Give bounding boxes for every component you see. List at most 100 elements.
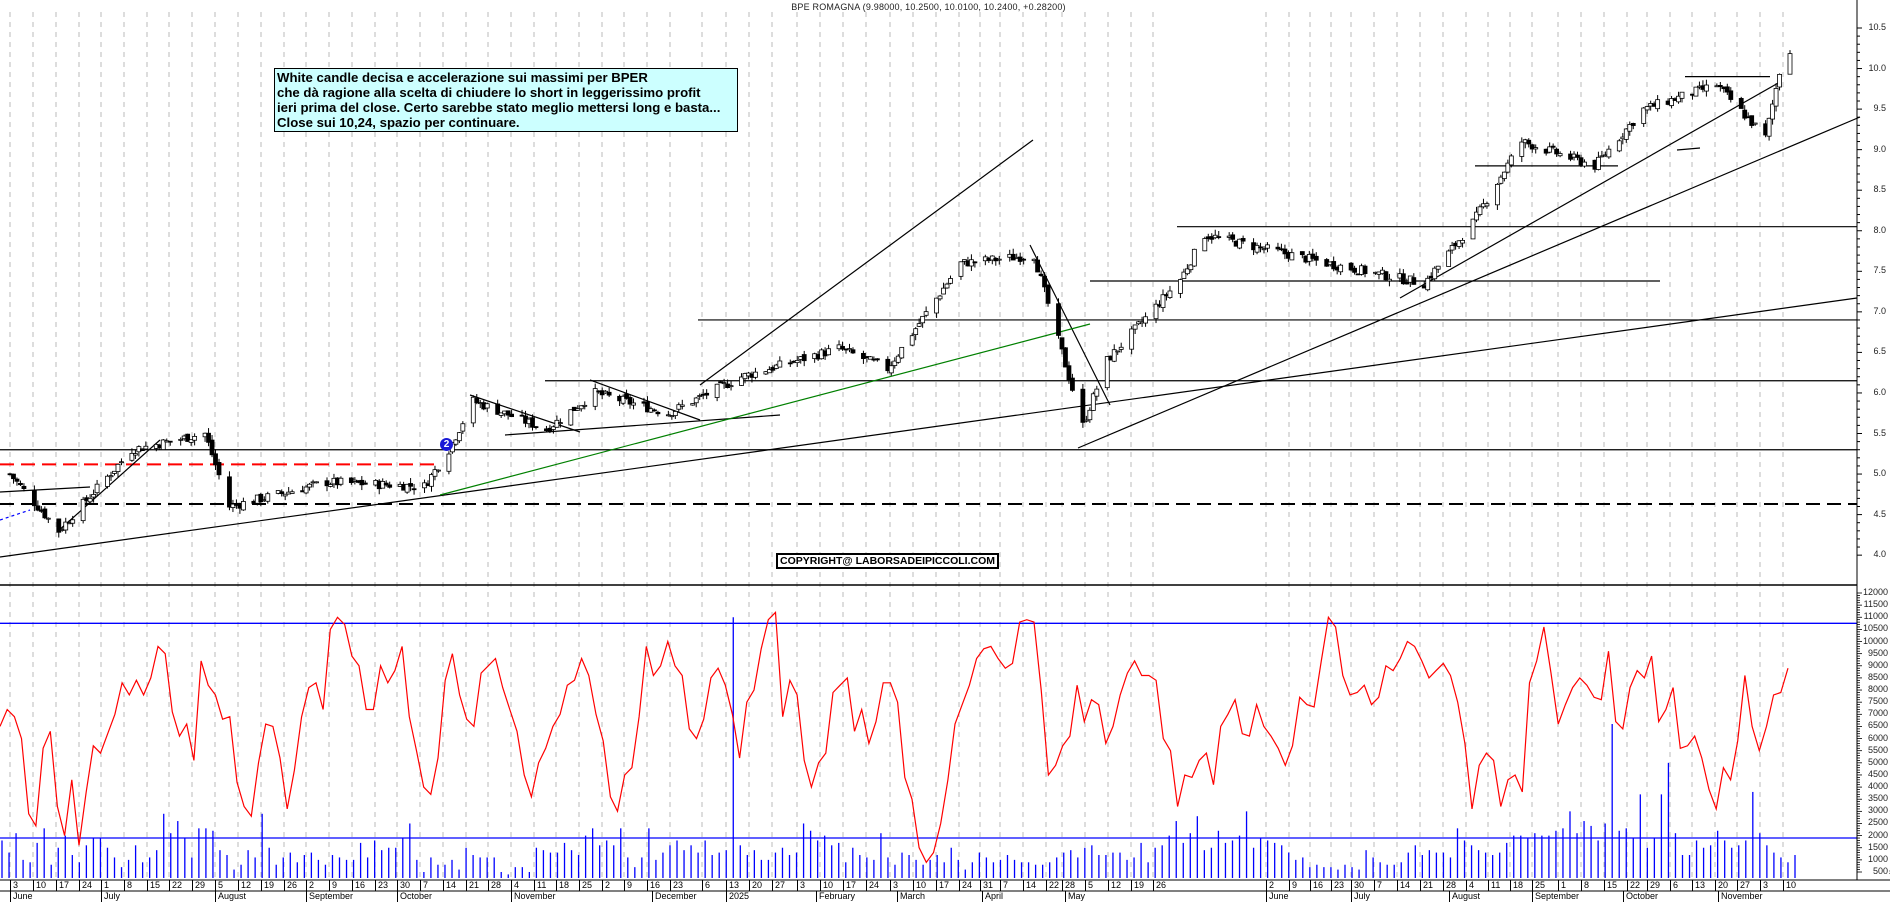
price-tick-label: 4.0 — [1873, 549, 1886, 560]
date-tick-label: 28 — [488, 880, 501, 891]
date-tick-label: 22 — [1627, 880, 1640, 891]
date-tick-label: 4 — [511, 880, 519, 891]
volume-tick-label: 7500 — [1867, 696, 1888, 707]
volume-tick-label: 8000 — [1867, 684, 1888, 695]
annotation-line: ieri prima del close. Certo sarebbe stat… — [277, 100, 721, 115]
date-tick-label: 15 — [1604, 880, 1617, 891]
date-tick-label: 28 — [1062, 880, 1075, 891]
date-tick-label: 5 — [1085, 880, 1093, 891]
volume-tick-label: 1500 — [1867, 841, 1888, 852]
month-label: October — [1623, 891, 1658, 902]
date-tick-label: 15 — [147, 880, 160, 891]
date-tick-label: 22 — [169, 880, 182, 891]
date-tick-label: 9 — [624, 880, 632, 891]
date-tick-label: 7 — [1000, 880, 1008, 891]
price-tick-label: 7.0 — [1873, 305, 1886, 316]
date-tick-label: 26 — [1153, 880, 1166, 891]
month-label: November — [1718, 891, 1763, 902]
date-tick-label: 23 — [670, 880, 683, 891]
date-tick-label: 13 — [726, 880, 739, 891]
price-tick-label: 6.5 — [1873, 346, 1886, 357]
date-tick-label: 27 — [1737, 880, 1750, 891]
date-tick-label: 21 — [466, 880, 479, 891]
date-tick-label: 11 — [534, 880, 546, 891]
horizontal-levels — [0, 76, 1857, 506]
date-tick-label: 12 — [1108, 880, 1121, 891]
date-tick-label: 2 — [602, 880, 610, 891]
price-candles — [7, 50, 1793, 538]
date-tick-label: 16 — [647, 880, 660, 891]
date-tick-label: 2 — [306, 880, 314, 891]
date-tick-label: 3 — [890, 880, 898, 891]
date-tick-label: 10 — [820, 880, 833, 891]
month-label: October — [397, 891, 432, 902]
volume-tick-label: 10500 — [1862, 623, 1888, 634]
date-tick-label: 26 — [284, 880, 297, 891]
month-label: August — [1449, 891, 1480, 902]
date-tick-label: 25 — [579, 880, 592, 891]
date-tick-label: 7 — [1374, 880, 1382, 891]
volume-tick-label: 500 — [1872, 866, 1888, 876]
volume-tick-label: 3000 — [1867, 805, 1888, 816]
volume-tick-label: 9500 — [1867, 647, 1888, 658]
date-tick-label: 21 — [1420, 880, 1433, 891]
price-tick-label: 9.0 — [1873, 143, 1886, 154]
price-tick-label: 4.5 — [1873, 508, 1886, 519]
oscillator-line — [0, 611, 1789, 864]
date-tick-label: 3 — [1760, 880, 1768, 891]
price-tick-label: 10.0 — [1868, 62, 1886, 73]
volume-tick-label: 5000 — [1867, 756, 1888, 767]
date-tick-label: 17 — [843, 880, 856, 891]
volume-tick-label: 9000 — [1867, 659, 1888, 670]
date-tick-label: 17 — [936, 880, 949, 891]
date-tick-label: 9 — [329, 880, 337, 891]
date-tick-label: 6 — [1670, 880, 1678, 891]
marker-badge: 2 — [440, 438, 453, 451]
date-tick-label: 18 — [556, 880, 569, 891]
chart-title: BPE ROMAGNA (9.98000, 10.2500, 10.0100, … — [791, 2, 1066, 12]
month-label: May — [1065, 891, 1085, 902]
date-tick-label: 30 — [1351, 880, 1364, 891]
date-tick-label: 14 — [1397, 880, 1410, 891]
vertical-gridlines — [9, 12, 1784, 878]
volume-tick-label: 6000 — [1867, 732, 1888, 743]
volume-tick-label: 2500 — [1867, 817, 1888, 828]
copyright-label: COPYRIGHT@ LABORSADEIPICCOLI.COM — [776, 553, 999, 569]
date-tick-label: 2 — [1266, 880, 1274, 891]
date-tick-label: 3 — [10, 880, 18, 891]
date-tick-label: 1 — [101, 880, 109, 891]
annotation-line: Close sui 10,24, spazio per continuare. — [277, 115, 520, 130]
month-label: June — [1266, 891, 1289, 902]
date-tick-label: 9 — [1289, 880, 1297, 891]
price-tick-label: 10.5 — [1868, 22, 1886, 32]
volume-tick-label: 6500 — [1867, 720, 1888, 731]
date-tick-label: 16 — [1310, 880, 1323, 891]
date-tick-label: 22 — [1046, 880, 1059, 891]
date-tick-label: 10 — [33, 880, 46, 891]
volume-tick-label: 8500 — [1867, 671, 1888, 682]
date-tick-label: 4 — [1466, 880, 1474, 891]
volume-tick-label: 2000 — [1867, 829, 1888, 840]
date-tick-label: 1 — [1558, 880, 1566, 891]
date-tick-label: 29 — [1647, 880, 1660, 891]
month-label: February — [816, 891, 855, 902]
date-tick-label: 31 — [980, 880, 993, 891]
price-tick-label: 7.5 — [1873, 265, 1886, 276]
price-tick-label: 8.5 — [1873, 184, 1886, 195]
month-label: July — [101, 891, 120, 902]
date-tick-label: 20 — [749, 880, 762, 891]
price-tick-label: 5.5 — [1873, 427, 1886, 438]
annotation-line: White candle decisa e accelerazione sui … — [277, 70, 648, 85]
volume-tick-label: 12000 — [1862, 587, 1888, 597]
date-tick-label: 8 — [124, 880, 132, 891]
date-tick-label: 23 — [375, 880, 388, 891]
annotation-box: White candle decisa e accelerazione sui … — [274, 68, 738, 132]
date-tick-label: 7 — [420, 880, 428, 891]
price-tick-label: 5.0 — [1873, 468, 1886, 479]
date-tick-label: 28 — [1443, 880, 1456, 891]
date-tick-label: 17 — [56, 880, 69, 891]
price-tick-label: 6.0 — [1873, 386, 1886, 397]
date-tick-label: 6 — [702, 880, 710, 891]
